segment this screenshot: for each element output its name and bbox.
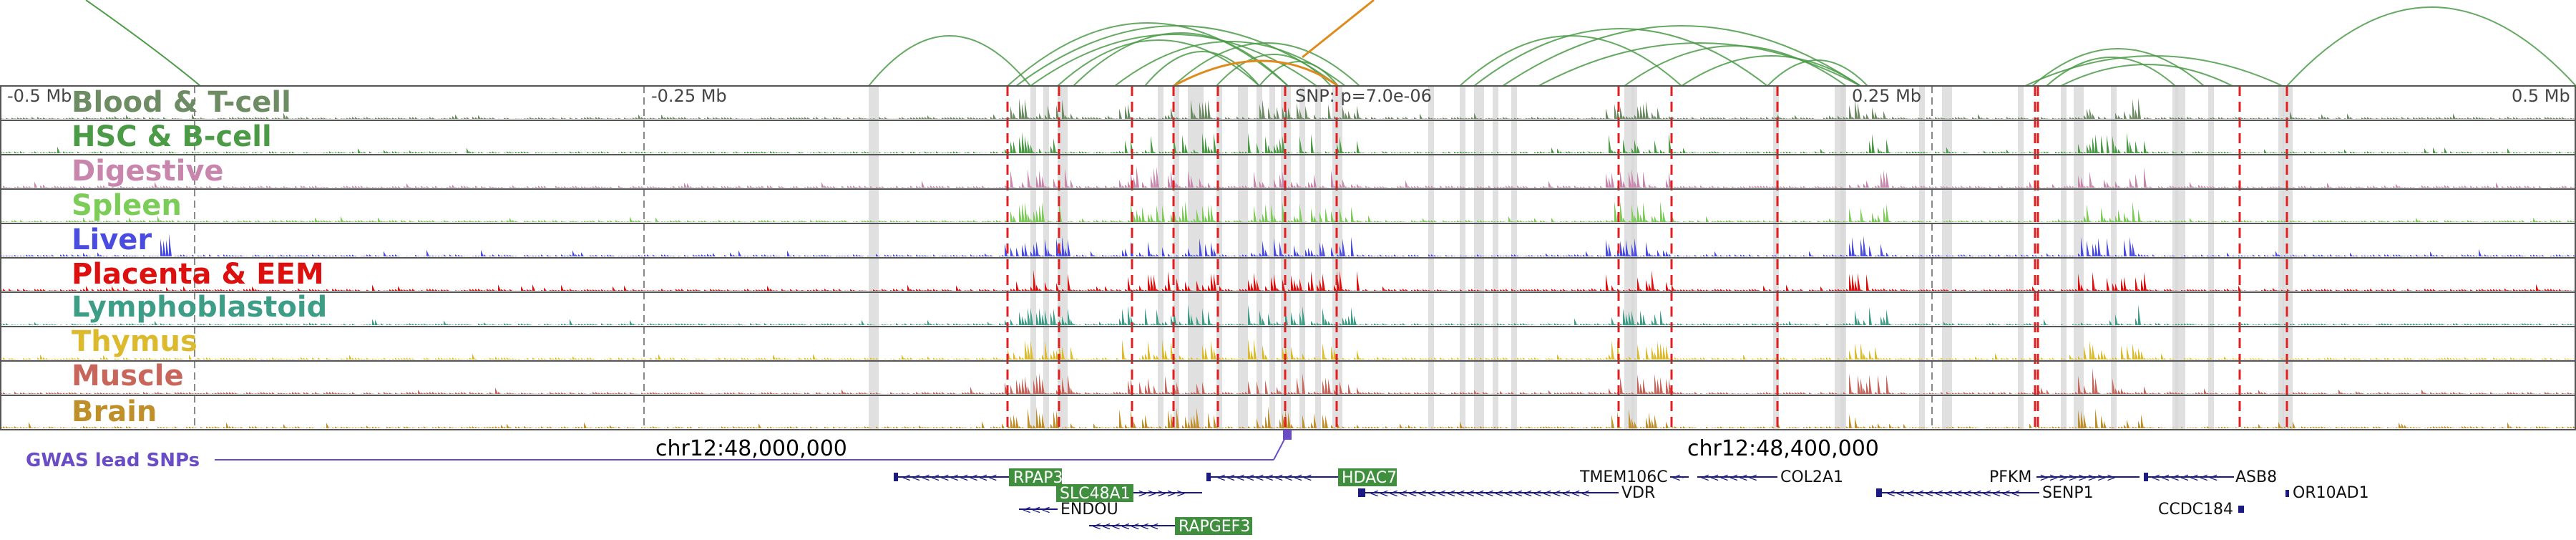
loop-arc	[2286, 6, 2576, 87]
strand-arrows-hdac7: <<<<<<<<<<	[1216, 471, 1312, 484]
loop-arc	[1057, 39, 1260, 87]
gene-box-slc48a1[interactable]	[1056, 484, 1133, 502]
axis-label-minus-0-5mb: -0.5 Mb	[7, 86, 72, 106]
chr-coordinate-label-48000000: chr12:48,000,000	[655, 436, 847, 461]
gene-label-ccdc184[interactable]: CCDC184	[2158, 501, 2233, 519]
exon-rpap3	[894, 473, 898, 481]
gene-label-tmem106c[interactable]: TMEM106C	[1579, 468, 1668, 486]
track-label-brain: Brain	[72, 395, 157, 428]
loop-arc	[1459, 35, 1682, 87]
loop-arc	[1173, 42, 1360, 87]
loop-arc	[1767, 59, 1868, 87]
loop-arc	[1007, 22, 1289, 87]
strand-arrows-rapgef3: <<<<<<<	[1092, 519, 1159, 533]
track-label-muscle: Muscle	[72, 360, 184, 392]
strand-arrows-asb8: <<<<<<<	[2151, 471, 2218, 484]
exon-ccdc184	[2238, 506, 2244, 513]
track-label-thymus: Thymus	[72, 325, 197, 358]
gene-box-rapgef3[interactable]	[1175, 517, 1252, 535]
chr-coordinate-label-48400000: chr12:48,400,000	[1687, 436, 1879, 461]
track-label-digestive: Digestive	[72, 155, 224, 188]
gene-label-endou[interactable]: ENDOU	[1060, 501, 1118, 519]
strand-arrows-tmem106c: <·	[1672, 471, 1685, 484]
track-label-hsc-b-cell: HSC & B-cell	[72, 120, 272, 153]
strand-arrows-vdr: <<<<<<<<<<<<<<<<<<<<<<<	[1370, 486, 1590, 500]
gene-label-col2a1[interactable]: COL2A1	[1780, 468, 1843, 486]
signal-track	[0, 406, 2576, 428]
loop-arc	[1502, 25, 1861, 87]
exon-senp1	[1876, 488, 1882, 497]
gwas-snp-marker[interactable]	[1283, 430, 1292, 440]
loop-arc	[1473, 28, 1768, 87]
gene-label-asb8[interactable]: ASB8	[2235, 468, 2277, 486]
gene-label-vdr[interactable]: VDR	[1621, 484, 1655, 502]
gene-label-senp1[interactable]: SENP1	[2042, 484, 2094, 502]
exon-hdac7	[1206, 473, 1211, 481]
exon-or10ad1	[2285, 490, 2289, 497]
snp-pvalue-label: SNP: p=7.0e-06	[1295, 86, 1432, 106]
loop-arc	[1259, 61, 1339, 87]
gene-box-hdac7[interactable]	[1338, 468, 1397, 486]
strand-arrows-rpap3: <<<<<<<<<<	[902, 471, 997, 484]
gene-box-rpap3[interactable]	[1009, 468, 1062, 486]
loop-arc	[2031, 48, 2205, 87]
chromatin-loops	[85, 0, 2576, 87]
loop-arc	[1624, 45, 1847, 87]
axis-label-minus-0-25mb: -0.25 Mb	[651, 86, 727, 106]
loop-arc	[1015, 25, 1339, 87]
loop-arc	[2046, 57, 2176, 87]
loop-arc	[1681, 55, 1861, 87]
track-label-liver: Liver	[72, 223, 152, 256]
strand-arrows-slc48a1: >>>>>	[1138, 486, 1186, 500]
strand-arrows-col2a1: <<<<<<	[1700, 471, 1757, 484]
track-label-lymphoblastoid: Lymphoblastoid	[72, 291, 327, 324]
exon-vdr	[1358, 488, 1365, 497]
gene-annotation-track: <<<<<<<<<< RPAP3 <<<<<<<<<< HDAC7 TMEM10…	[894, 468, 2369, 536]
axis-label-0-5mb: 0.5 Mb	[2512, 86, 2570, 106]
gene-label-rpap3: RPAP3	[1013, 469, 1063, 487]
track-label-blood-t-cell: Blood & T-cell	[72, 86, 291, 119]
gene-label-hdac7: HDAC7	[1342, 469, 1397, 487]
track-label-placenta-eem: Placenta & EEM	[72, 258, 324, 291]
signal-tracks	[0, 97, 2576, 428]
strand-arrows-senp1: <<<<<<<<<<<<<<	[1886, 486, 2021, 500]
loop-arc-highlight	[1173, 59, 1339, 87]
loop-arc	[1144, 51, 1260, 87]
gwas-lead-snps-label: GWAS lead SNPs	[26, 450, 200, 471]
loop-arc-highlight	[1302, 0, 1375, 59]
loop-arc	[868, 35, 1031, 87]
gene-label-rapgef3: RAPGEF3	[1179, 518, 1250, 536]
track-borders	[0, 85, 2576, 430]
signal-track	[0, 97, 2576, 119]
loop-arc	[2024, 55, 2283, 87]
exon-asb8	[2144, 473, 2148, 481]
track-label-spleen: Spleen	[72, 189, 182, 222]
loop-arc	[1538, 42, 1861, 87]
strand-arrows-pfkm: >>>>>>>>	[2039, 471, 2116, 484]
strand-arrows-endou: <<<	[1022, 503, 1050, 516]
gene-label-or10ad1[interactable]: OR10AD1	[2293, 484, 2369, 502]
gene-label-pfkm[interactable]: PFKM	[1989, 468, 2031, 486]
axis-label-0-25mb: 0.25 Mb	[1852, 86, 1921, 106]
loop-arc	[85, 0, 201, 87]
gene-label-slc48a1: SLC48A1	[1060, 485, 1131, 503]
loop-arc	[2060, 64, 2233, 87]
